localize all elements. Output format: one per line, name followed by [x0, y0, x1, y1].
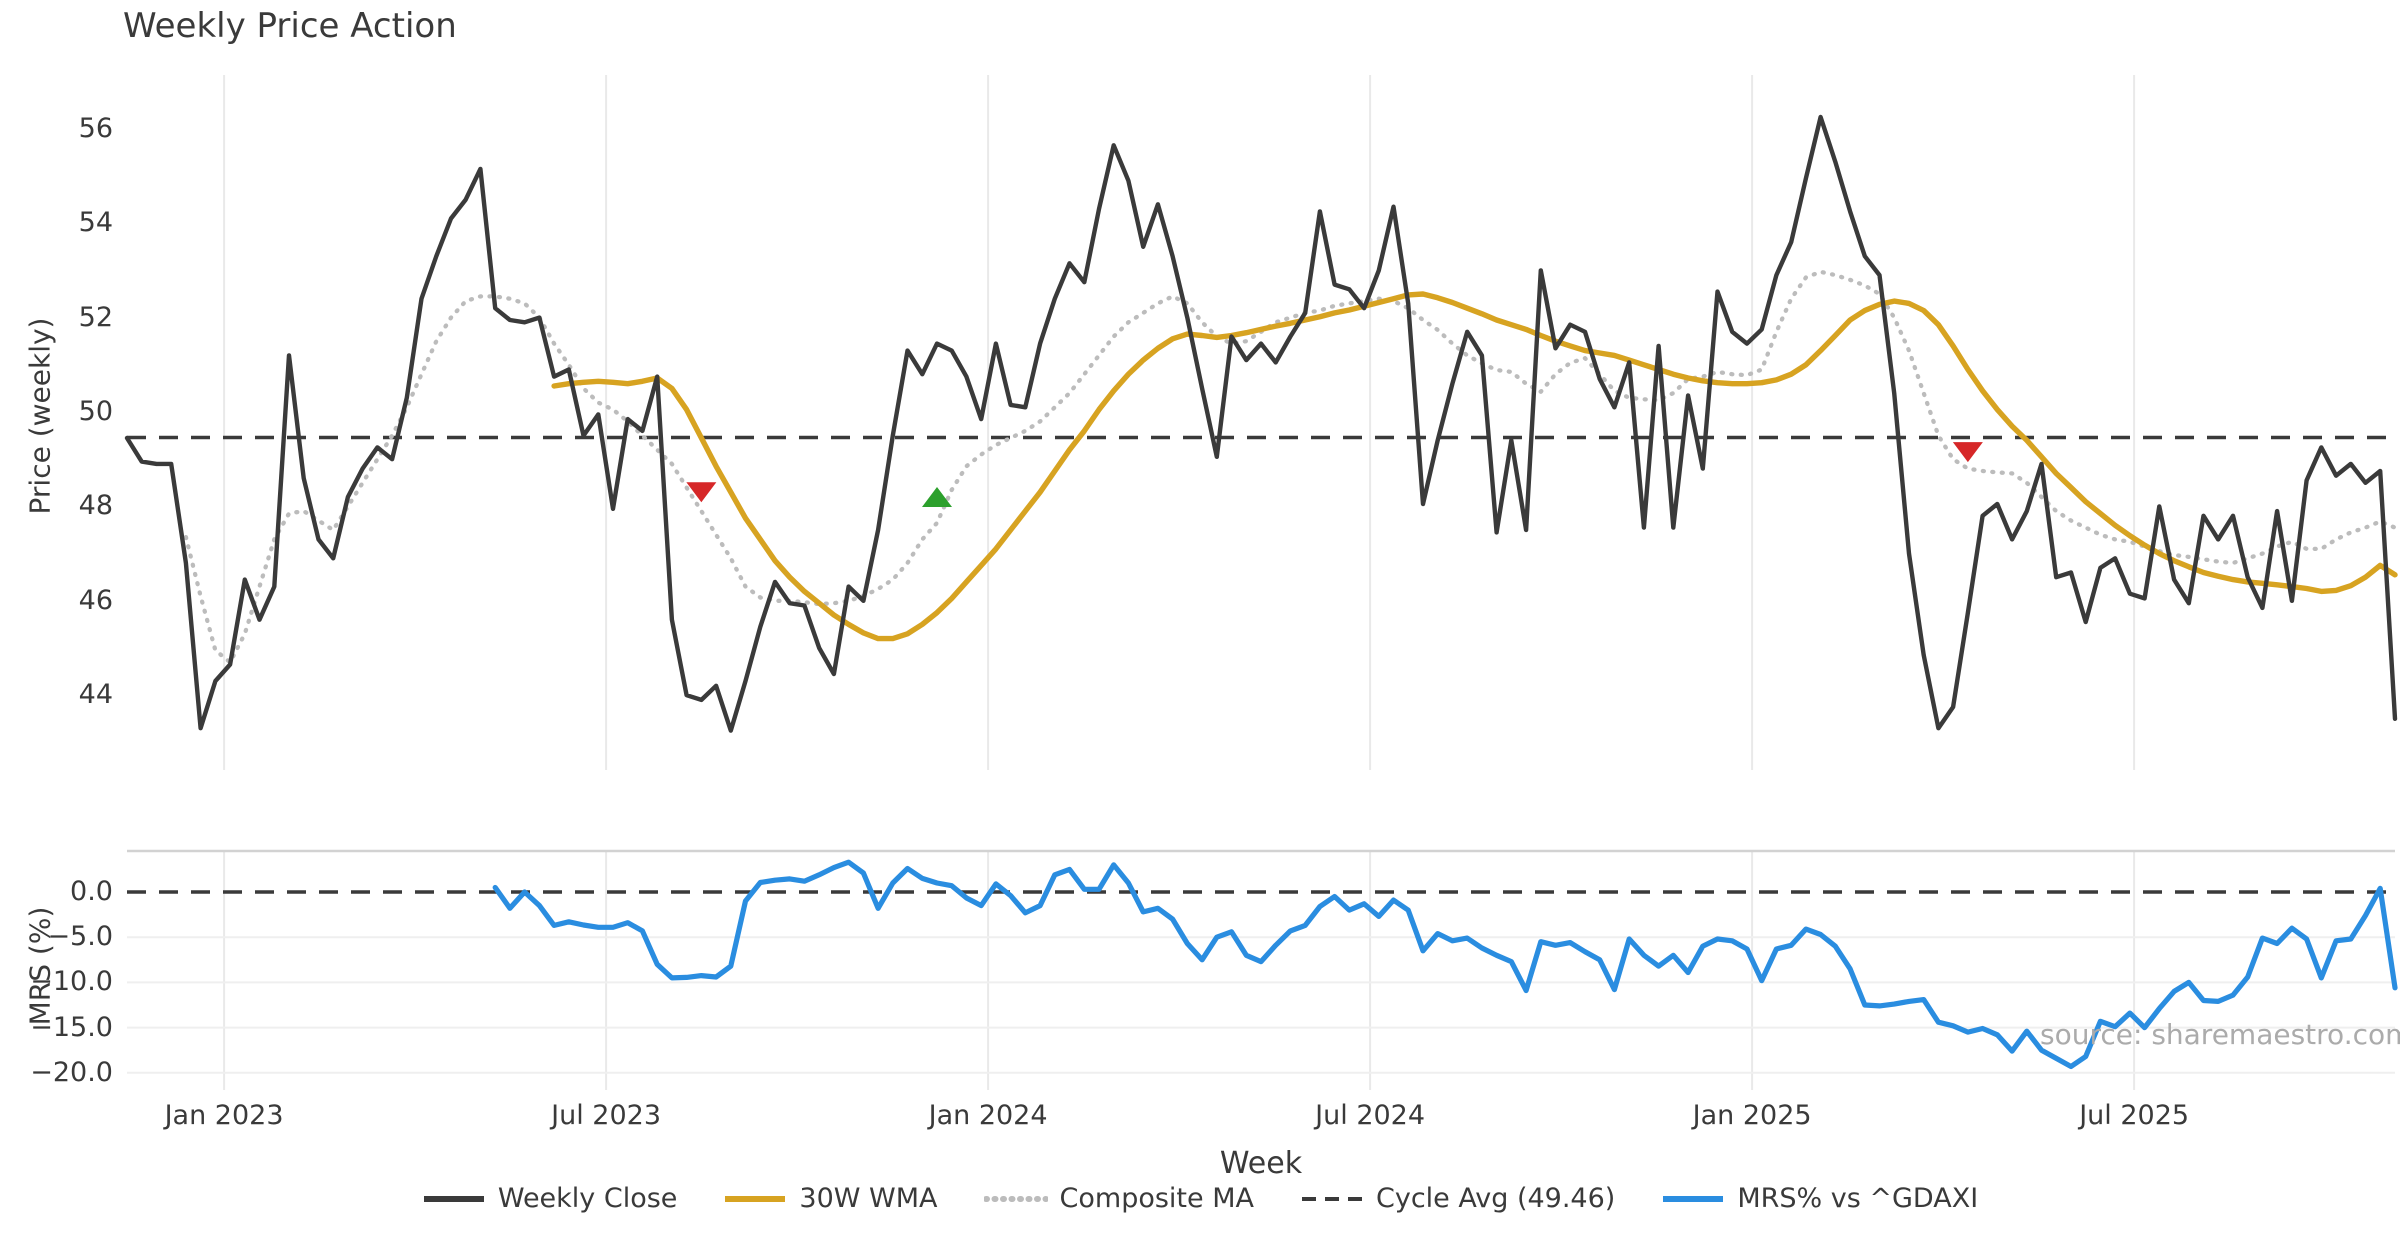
legend: Weekly Close 30W WMA Composite MA Cycle …	[0, 1183, 2400, 1214]
wma-30w-line	[551, 291, 2398, 642]
legend-label: Cycle Avg (49.46)	[1375, 1183, 1616, 1214]
legend-swatch-icon	[725, 1195, 786, 1202]
price-ytick-label: 44	[78, 679, 113, 711]
composite-ma-line	[183, 269, 2398, 665]
mrs-ytick-label: −20.0	[30, 1056, 113, 1088]
legend-swatch-icon	[423, 1195, 484, 1202]
price-ytick-label: 52	[78, 301, 113, 333]
x-tick-label: Jan 2024	[928, 1100, 1048, 1131]
x-axis-label: Week	[1219, 1146, 1303, 1181]
legend-item: Cycle Avg (49.46)	[1300, 1183, 1615, 1214]
sell-signal-icon	[686, 482, 717, 503]
mrs-line	[492, 859, 2398, 1070]
mrs-ytick-label: −15.0	[30, 1011, 113, 1043]
buy-signal-icon	[921, 486, 952, 507]
price-ytick-label: 48	[78, 490, 113, 522]
legend-item: 30W WMA	[723, 1183, 938, 1214]
source-note: source: sharemaestro.com	[2040, 1018, 2400, 1051]
legend-item: Composite MA	[983, 1183, 1254, 1214]
legend-label: Weekly Close	[497, 1183, 678, 1214]
legend-label: Composite MA	[1059, 1183, 1254, 1214]
legend-label: 30W WMA	[799, 1183, 938, 1214]
legend-swatch-icon	[1301, 1196, 1362, 1201]
mrs-ytick-label: −10.0	[30, 966, 113, 998]
x-tick-label: Jul 2024	[1315, 1100, 1426, 1131]
weekly-close-line	[124, 114, 2398, 733]
x-tick-label: Jul 2025	[2079, 1100, 2190, 1131]
price-ytick-label: 50	[78, 396, 113, 427]
legend-label: MRS% vs ^GDAXI	[1737, 1183, 1979, 1214]
sell-signal-icon	[1952, 442, 1983, 463]
mrs-ytick-label: 0.0	[70, 876, 113, 907]
x-tick-label: Jan 2025	[1692, 1100, 1812, 1131]
legend-item: MRS% vs ^GDAXI	[1661, 1183, 1978, 1214]
x-tick-label: Jul 2023	[551, 1100, 661, 1131]
price-ytick-label: 54	[78, 207, 113, 239]
price-ytick-label: 56	[78, 112, 113, 144]
legend-swatch-icon	[1663, 1195, 1724, 1202]
legend-item: Weekly Close	[422, 1183, 678, 1214]
legend-swatch-icon	[983, 1195, 1048, 1202]
mrs-ytick-label: −5.0	[47, 921, 113, 953]
chart-title: Weekly Price Action	[123, 6, 457, 46]
price-ytick-label: 46	[78, 584, 113, 616]
x-tick-label: Jan 2023	[164, 1100, 284, 1131]
